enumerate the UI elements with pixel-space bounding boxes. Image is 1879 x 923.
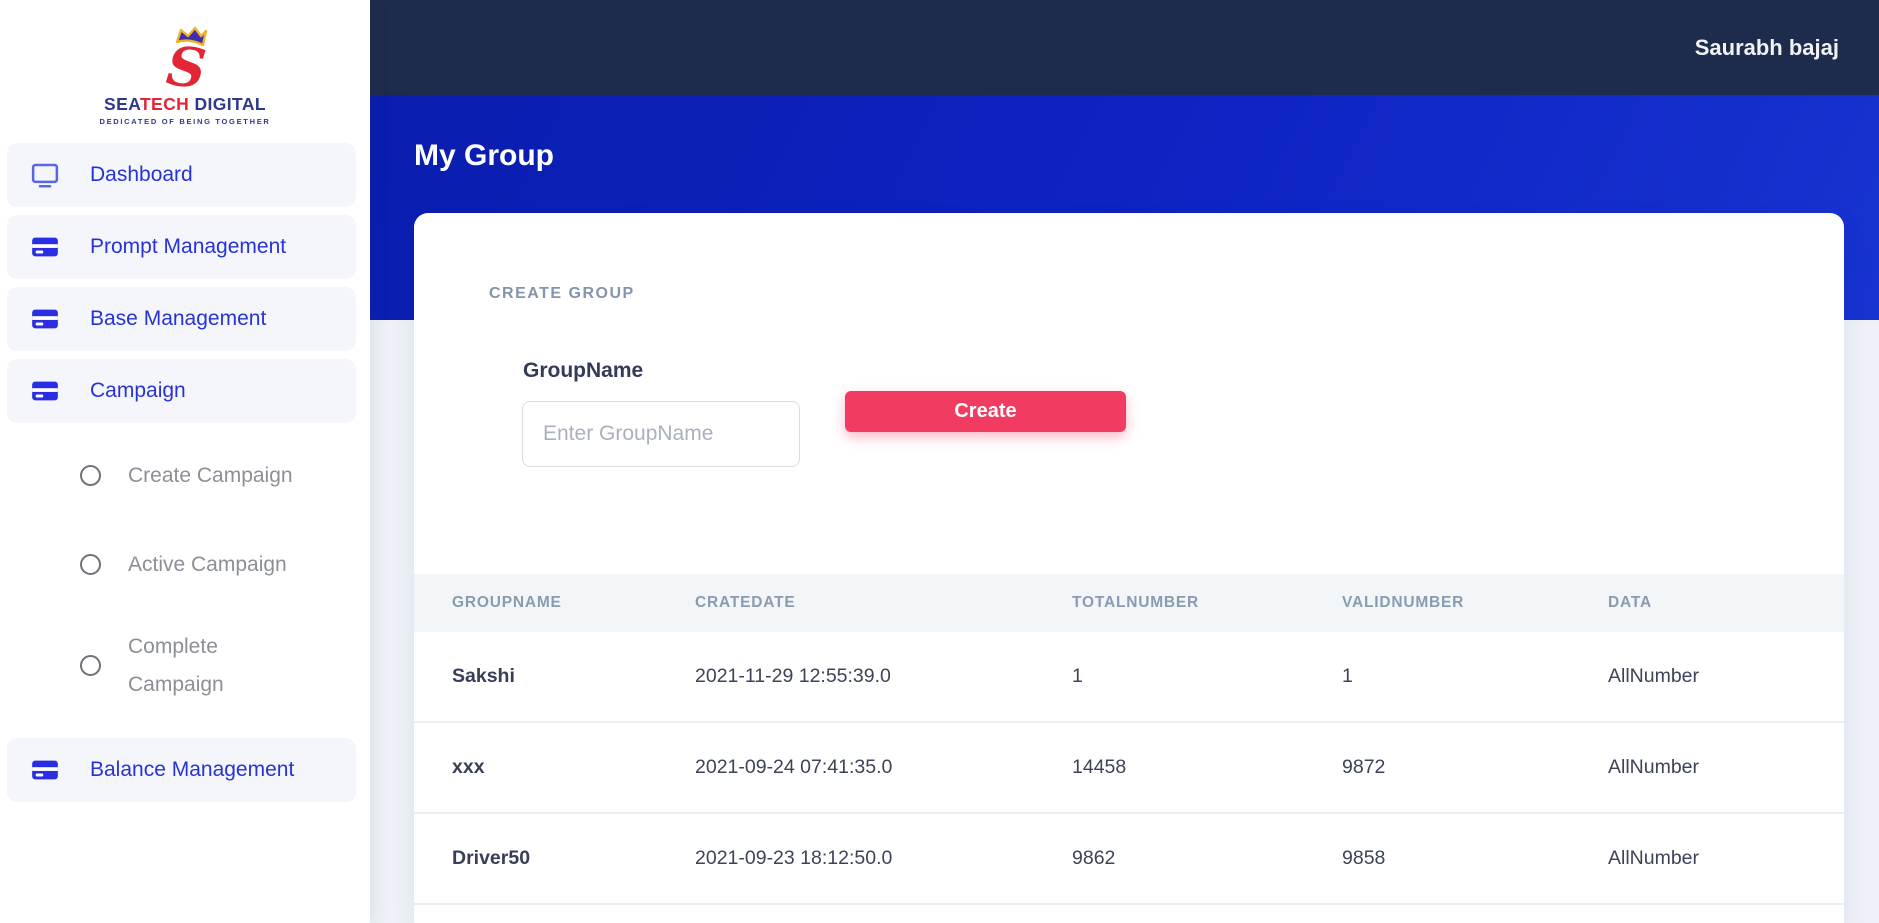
cell-data: AllNumber — [1608, 665, 1700, 687]
groupname-label: GroupName — [523, 359, 644, 382]
monitor-icon — [30, 160, 60, 190]
my-group-card: CREATE GROUP GroupName Create GROUPNAME … — [414, 213, 1844, 923]
column-header-validnumber: VALIDNUMBER — [1342, 594, 1465, 611]
table-row: Driver50 2021-09-23 18:12:50.0 9862 9858… — [414, 814, 1844, 905]
column-header-totalnumber: TOTALNUMBER — [1072, 594, 1200, 611]
brand-logo-icon: S — [164, 26, 209, 94]
page-title: My Group — [414, 139, 554, 172]
radio-circle-icon — [80, 554, 101, 575]
cell-groupname: Sakshi — [452, 665, 515, 687]
radio-circle-icon — [80, 655, 101, 676]
groupname-input[interactable] — [522, 401, 800, 467]
column-header-groupname: GROUPNAME — [452, 594, 562, 611]
cell-totalnumber: 14458 — [1072, 756, 1127, 778]
create-group-section: CREATE GROUP GroupName Create — [414, 213, 1844, 574]
sidebar-item-label: Dashboard — [90, 163, 193, 186]
create-button[interactable]: Create — [845, 391, 1126, 432]
brand-tagline: DEDICATED OF BEING TOGETHER — [99, 116, 271, 126]
sidebar-item-dashboard[interactable]: Dashboard — [7, 143, 356, 207]
credit-card-icon — [30, 305, 60, 333]
cell-groupname: xxx — [452, 756, 485, 778]
cell-validnumber: 9872 — [1342, 756, 1386, 778]
column-header-data: DATA — [1608, 594, 1652, 611]
sidebar-item-base-management[interactable]: Base Management — [7, 287, 356, 351]
sidebar-item-label: Prompt Management — [90, 235, 287, 258]
cell-cratedate: 2021-11-29 12:55:39.0 — [695, 665, 891, 687]
subitem-label: Complete Campaign — [128, 634, 224, 696]
brand-logo[interactable]: S SEATECH DIGITAL DEDICATED OF BEING TOG… — [0, 0, 370, 143]
topbar: Saurabh bajaj — [370, 0, 1879, 95]
credit-card-icon — [30, 756, 60, 784]
sidebar: S SEATECH DIGITAL DEDICATED OF BEING TOG… — [0, 0, 370, 923]
cell-groupname: Driver50 — [452, 847, 531, 869]
subitem-label: Create Campaign — [128, 463, 293, 487]
credit-card-icon — [30, 233, 60, 261]
subitem-label: Active Campaign — [128, 552, 287, 576]
table-row: xxx 2021-09-24 07:41:35.0 14458 9872 All… — [414, 723, 1844, 814]
radio-circle-icon — [80, 465, 101, 486]
sidebar-item-campaign[interactable]: Campaign — [7, 359, 356, 423]
cell-validnumber: 9858 — [1342, 847, 1386, 869]
sidebar-item-label: Base Management — [90, 307, 267, 330]
brand-name: SEATECH DIGITAL — [104, 94, 266, 114]
sidebar-subitem-active-campaign[interactable]: Active Campaign — [0, 520, 370, 609]
cell-cratedate: 2021-09-24 07:41:35.0 — [695, 756, 893, 778]
sidebar-item-balance-management[interactable]: Balance Management — [7, 738, 356, 802]
user-menu[interactable]: Saurabh bajaj — [1694, 34, 1839, 60]
main-area: Saurabh bajaj My Group CREATE GROUP Grou… — [370, 0, 1879, 923]
section-heading: CREATE GROUP — [489, 285, 635, 302]
campaign-submenu: Create Campaign Active Campaign Complete… — [0, 431, 370, 722]
column-header-cratedate: CRATEDATE — [695, 594, 796, 611]
sidebar-nav: Dashboard Prompt Management Base Man — [0, 143, 370, 802]
cell-totalnumber: 1 — [1072, 665, 1083, 687]
table-header-row: GROUPNAME CRATEDATE TOTALNUMBER VALIDNUM… — [414, 574, 1844, 632]
cell-cratedate: 2021-09-23 18:12:50.0 — [695, 847, 893, 869]
table-row: Sakshi 2021-11-29 12:55:39.0 1 1 AllNumb… — [414, 632, 1844, 723]
credit-card-icon — [30, 377, 60, 405]
sidebar-item-prompt-management[interactable]: Prompt Management — [7, 215, 356, 279]
cell-validnumber: 1 — [1342, 665, 1353, 687]
cell-data: AllNumber — [1608, 756, 1700, 778]
sidebar-item-label: Campaign — [90, 379, 186, 402]
cell-totalnumber: 9862 — [1072, 847, 1116, 869]
sidebar-subitem-complete-campaign[interactable]: Complete Campaign — [0, 609, 370, 722]
cell-data: AllNumber — [1608, 847, 1700, 869]
sidebar-subitem-create-campaign[interactable]: Create Campaign — [0, 431, 370, 520]
sidebar-item-label: Balance Management — [90, 758, 295, 781]
